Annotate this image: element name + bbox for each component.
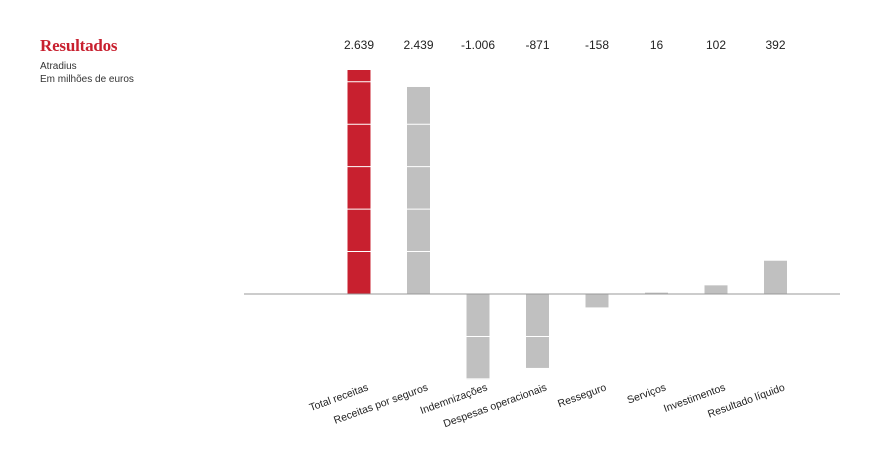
bar-group	[704, 285, 728, 294]
category-label: Despesas operacionais	[442, 382, 549, 431]
bar-group	[466, 294, 490, 380]
value-label: 16	[650, 38, 664, 52]
bar	[585, 294, 609, 308]
bar-group	[645, 292, 668, 295]
bar	[526, 294, 549, 368]
bar	[645, 292, 668, 295]
bar-group	[585, 294, 609, 308]
bar	[704, 285, 728, 294]
value-label: 2.439	[403, 38, 433, 52]
bar-group	[347, 70, 371, 294]
value-label: 102	[706, 38, 726, 52]
category-label: Serviços	[626, 382, 668, 407]
chart-subtitle-company: Atradius	[40, 61, 77, 72]
bar-group	[764, 260, 787, 294]
value-label: -1.006	[461, 38, 495, 52]
bar	[764, 260, 787, 294]
value-label: -871	[525, 38, 549, 52]
bar	[347, 70, 371, 294]
chart-subtitle-units: Em milhões de euros	[40, 74, 134, 85]
bar-group	[407, 86, 430, 294]
category-label: Resseguro	[556, 381, 608, 410]
value-label: 392	[765, 38, 785, 52]
value-label: -158	[585, 38, 609, 52]
chart-title: Resultados	[40, 36, 118, 55]
bar-group	[526, 294, 549, 368]
bar	[407, 86, 430, 294]
value-label: 2.639	[344, 38, 374, 52]
